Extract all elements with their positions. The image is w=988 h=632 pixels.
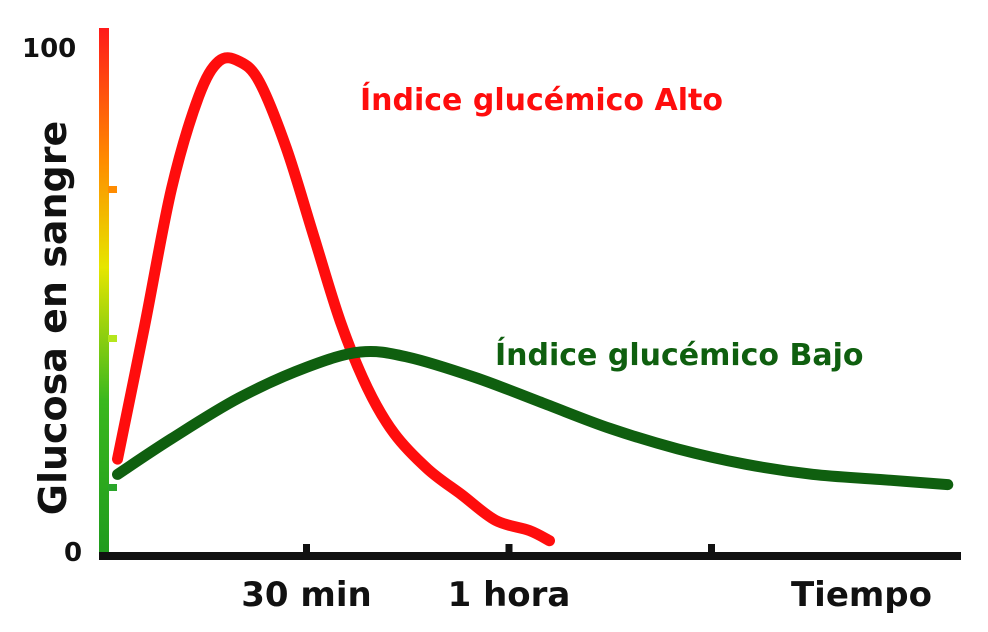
x-tick-label: 30 min [241, 575, 371, 615]
y-axis [99, 28, 109, 560]
y-tick-mark [108, 484, 117, 491]
x-tick-mark [708, 544, 715, 556]
x-axis-title: Tiempo [791, 575, 932, 615]
series-label-low-gi: Índice glucémico Bajo [495, 337, 863, 373]
y-axis-title: Glucosa en sangre [31, 121, 75, 515]
x-ticks: 30 min 1 hora [241, 544, 715, 615]
y-tick-mark [108, 186, 117, 193]
y-tick-label-100: 100 [22, 34, 76, 64]
y-tick-label-0: 0 [64, 538, 82, 568]
x-tick-mark [505, 544, 513, 556]
x-axis [99, 552, 961, 560]
x-tick-mark [303, 544, 310, 556]
y-tick-mark [108, 335, 117, 342]
series-line-high-gi [112, 52, 555, 547]
series-line-low-gi [112, 345, 954, 491]
series-label-high-gi: Índice glucémico Alto [360, 82, 723, 118]
x-tick-label: 1 hora [448, 575, 571, 615]
